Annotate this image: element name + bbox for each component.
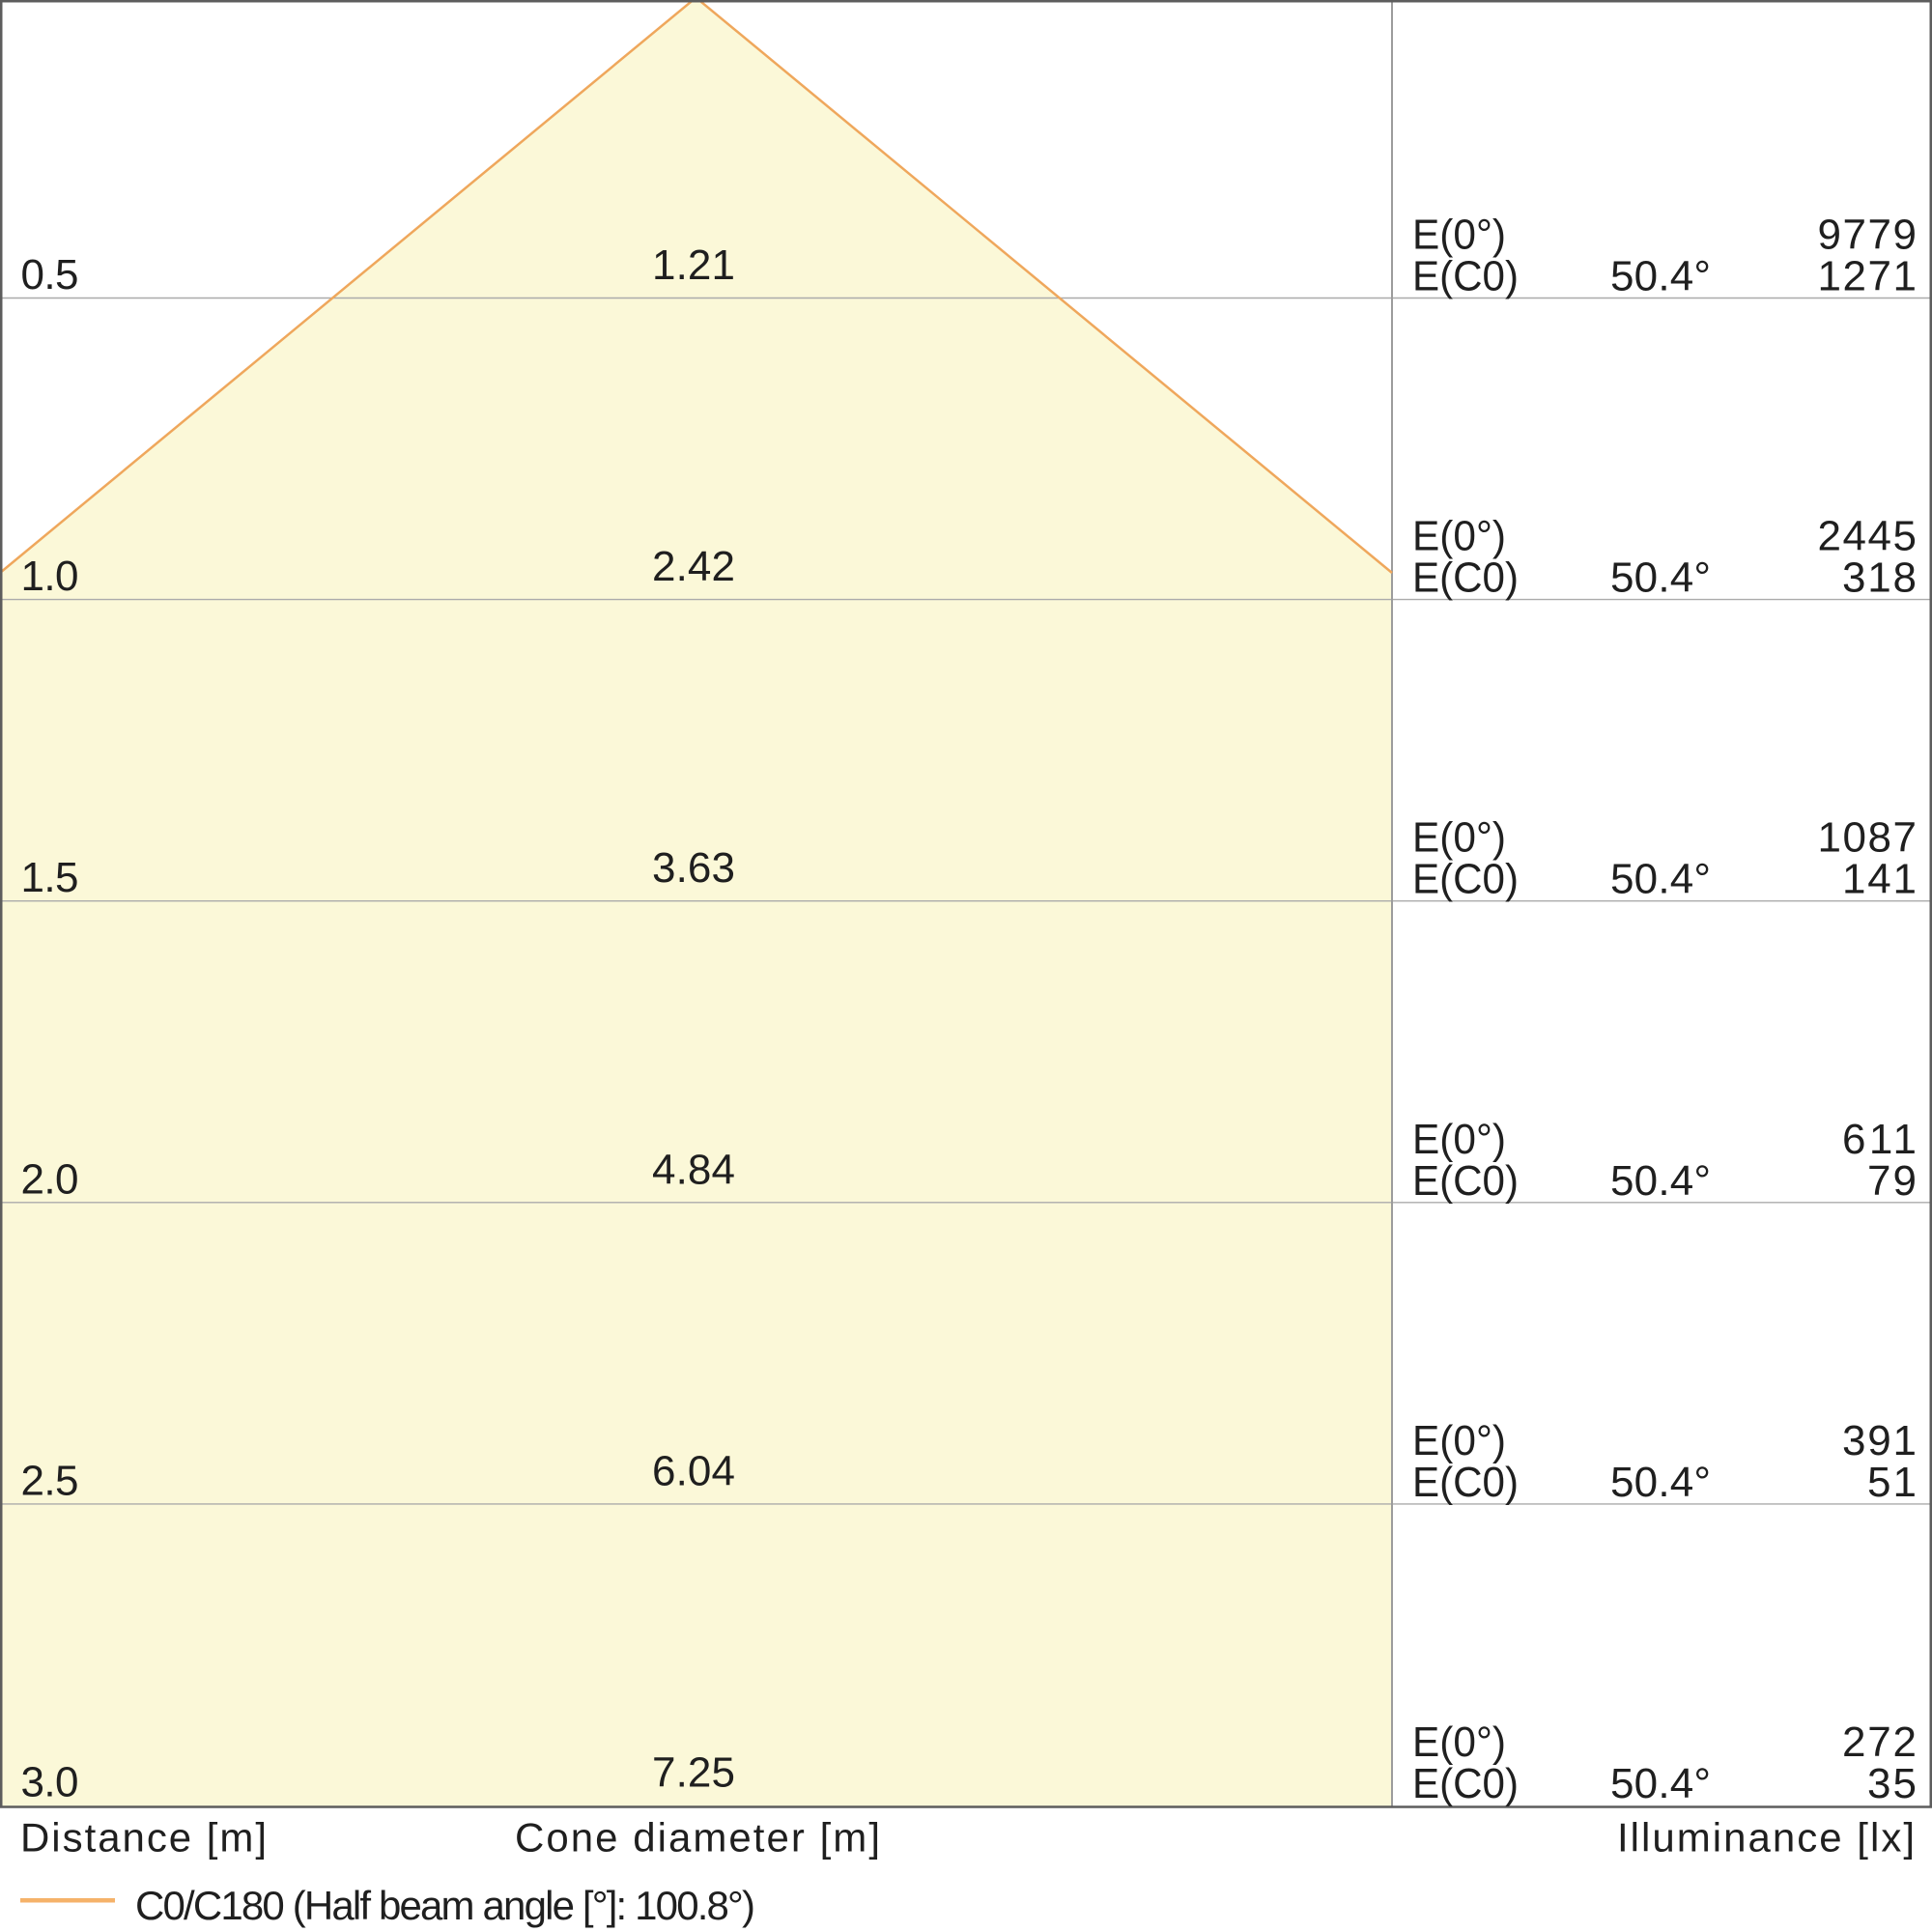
svg-text:E(0°): E(0°) <box>1412 1719 1506 1766</box>
svg-text:1.5: 1.5 <box>21 854 79 901</box>
svg-text:E(C0): E(C0) <box>1412 253 1519 300</box>
svg-text:391: 391 <box>1842 1417 1917 1464</box>
svg-text:Illuminance [lx]: Illuminance [lx] <box>1617 1815 1915 1861</box>
svg-text:9779: 9779 <box>1818 212 1918 259</box>
svg-text:E(C0): E(C0) <box>1412 856 1519 903</box>
svg-text:4.84: 4.84 <box>652 1146 735 1193</box>
svg-text:E(0°): E(0°) <box>1412 513 1506 560</box>
svg-text:50.4°: 50.4° <box>1610 554 1711 602</box>
svg-text:1.0: 1.0 <box>21 553 79 600</box>
svg-text:Distance [m]: Distance [m] <box>20 1815 267 1861</box>
svg-text:C0/C180 (Half beam angle [°]:: C0/C180 (Half beam angle [°]: 100.8°) <box>135 1883 755 1928</box>
svg-text:E(C0): E(C0) <box>1412 554 1519 602</box>
svg-text:E(0°): E(0°) <box>1412 212 1506 259</box>
svg-text:1087: 1087 <box>1818 814 1918 862</box>
svg-text:2445: 2445 <box>1818 513 1918 560</box>
svg-text:272: 272 <box>1842 1719 1917 1766</box>
svg-text:1271: 1271 <box>1818 253 1918 300</box>
svg-text:E(0°): E(0°) <box>1412 1417 1506 1464</box>
svg-text:E(C0): E(C0) <box>1412 1157 1519 1205</box>
svg-text:50.4°: 50.4° <box>1610 856 1711 903</box>
svg-text:3.0: 3.0 <box>21 1759 79 1806</box>
svg-text:141: 141 <box>1842 856 1917 903</box>
svg-text:6.04: 6.04 <box>652 1447 735 1494</box>
svg-text:Cone diameter [m]: Cone diameter [m] <box>515 1815 880 1861</box>
svg-text:E(C0): E(C0) <box>1412 1459 1519 1506</box>
svg-text:2.42: 2.42 <box>652 543 735 590</box>
svg-text:7.25: 7.25 <box>652 1749 735 1797</box>
svg-text:E(0°): E(0°) <box>1412 1116 1506 1163</box>
svg-text:1.21: 1.21 <box>652 242 735 289</box>
svg-text:2.5: 2.5 <box>21 1457 79 1504</box>
svg-text:50.4°: 50.4° <box>1610 1760 1711 1807</box>
svg-text:2.0: 2.0 <box>21 1155 79 1203</box>
svg-text:0.5: 0.5 <box>21 251 79 298</box>
svg-text:3.63: 3.63 <box>652 844 735 892</box>
svg-text:E(0°): E(0°) <box>1412 814 1506 862</box>
svg-text:50.4°: 50.4° <box>1610 253 1711 300</box>
svg-text:318: 318 <box>1842 554 1917 602</box>
svg-text:611: 611 <box>1842 1116 1917 1163</box>
svg-text:50.4°: 50.4° <box>1610 1459 1711 1506</box>
svg-text:E(C0): E(C0) <box>1412 1760 1519 1807</box>
svg-text:50.4°: 50.4° <box>1610 1157 1711 1205</box>
